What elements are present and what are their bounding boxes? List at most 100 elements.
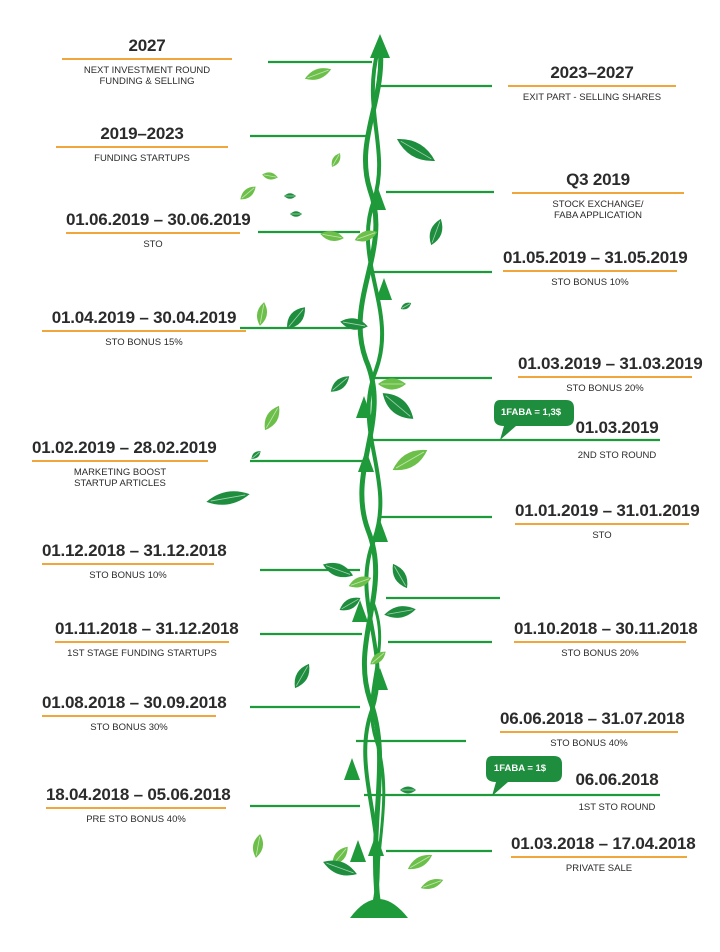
sprout-leaf xyxy=(350,840,366,862)
leaf-vein xyxy=(288,309,304,327)
leaf-vein xyxy=(307,69,329,79)
milestone-rule xyxy=(56,146,228,148)
milestone-nov-dec-2018: 01.11.2018 – 31.12.2018 1ST STAGE FUNDIN… xyxy=(55,619,239,659)
milestone-rule xyxy=(42,563,214,565)
sprout-leaf xyxy=(368,834,384,856)
milestone-description: MARKETING BOOST STARTUP ARTICLES xyxy=(73,467,167,489)
milestone-description: 1ST STO ROUND xyxy=(578,802,656,813)
vine-tip xyxy=(370,34,390,58)
sprout-leaf xyxy=(376,278,392,300)
leaf-vein xyxy=(410,856,430,868)
sprout-leaf xyxy=(352,600,368,622)
sprout-leaf xyxy=(358,450,374,472)
milestone-description: STO BONUS 30% xyxy=(90,722,168,733)
vine-leaf xyxy=(340,318,368,330)
milestone-description: STOCK EXCHANGE/ FABA APPLICATION xyxy=(552,199,644,221)
milestone-date: 2019–2023 xyxy=(100,124,184,143)
milestone-date: 01.10.2018 – 30.11.2018 xyxy=(514,619,698,638)
vine-leaf xyxy=(294,663,310,689)
leaf-vein xyxy=(385,395,411,417)
milestone-description: PRIVATE SALE xyxy=(565,863,633,874)
vine-leaf xyxy=(420,878,444,890)
leaf-vein xyxy=(263,174,277,178)
milestone-date: 01.03.2019 – 31.03.2019 xyxy=(518,354,703,373)
milestone-rule xyxy=(62,58,232,60)
milestone-date: 01.03.2019 xyxy=(575,418,659,437)
leaf-vein xyxy=(350,578,370,586)
milestone-jun-2019: 01.06.2019 – 30.06.2019 STO xyxy=(66,210,251,250)
leaf-vein xyxy=(210,494,246,502)
milestone-apr-2019: 01.04.2019 – 30.04.2019 STO BONUS 15% xyxy=(42,308,246,348)
vine-leaf xyxy=(256,302,268,326)
leaf-vein xyxy=(371,652,385,664)
vine-leaf xyxy=(407,854,433,870)
leaf-vein xyxy=(422,880,442,888)
milestone-description: EXIT PART - SELLING SHARES xyxy=(522,92,662,103)
vine-leaf xyxy=(284,193,296,199)
leaf-vein xyxy=(252,451,260,459)
ground-mound xyxy=(350,899,408,918)
price-bubble-shape xyxy=(486,756,562,796)
vine-leaf xyxy=(400,302,412,310)
leaf-vein xyxy=(342,321,366,327)
leaf-vein xyxy=(326,862,354,874)
milestone-rule xyxy=(503,270,677,272)
vine-leaf xyxy=(339,597,361,611)
milestone-rule xyxy=(508,85,676,87)
sprout-leaf xyxy=(370,188,386,210)
leaf-vein xyxy=(341,598,359,610)
milestone-oct-nov-2018: 01.10.2018 – 30.11.2018 STO BONUS 20% xyxy=(514,619,698,659)
vine-leaf xyxy=(331,153,341,167)
milestone-date: 01.04.2019 – 30.04.2019 xyxy=(51,308,237,327)
milestone-mar-2019: 01.03.2019 – 31.03.2019 STO BONUS 20% xyxy=(518,354,703,394)
milestone-date: 06.06.2018 xyxy=(575,770,659,789)
milestone-date: 18.04.2018 – 05.06.2018 xyxy=(46,785,231,804)
milestone-date: 06.06.2018 – 31.07.2018 xyxy=(500,709,685,728)
milestone-date: 01.05.2019 – 31.05.2019 xyxy=(503,248,688,267)
milestone-rule xyxy=(514,641,686,643)
milestone-date: 01.08.2018 – 30.09.2018 xyxy=(42,693,227,712)
leaf-vein xyxy=(394,566,406,586)
milestone-description: 1ST STAGE FUNDING STARTUPS xyxy=(67,648,217,659)
milestone-may-2019: 01.05.2019 – 31.05.2019 STO BONUS 10% xyxy=(503,248,688,288)
milestone-rule xyxy=(511,856,687,858)
vine-leaf xyxy=(384,606,416,618)
leaf-vein xyxy=(356,232,376,240)
vine-leaf xyxy=(348,576,372,588)
leaf-vein xyxy=(395,451,425,469)
milestone-jun-jul-2018: 06.06.2018 – 31.07.2018 STO BONUS 40% xyxy=(500,709,685,749)
price-bubble-first-round: 1FABA = 1$ xyxy=(493,763,547,774)
milestone-aug-sep-2018: 01.08.2018 – 30.09.2018 STO BONUS 30% xyxy=(42,693,227,733)
vine-leaf xyxy=(396,138,436,162)
milestone-rule xyxy=(500,731,678,733)
milestone-rule xyxy=(515,523,689,525)
vine-stem-main xyxy=(357,42,384,908)
milestone-date: 01.11.2018 – 31.12.2018 xyxy=(55,619,239,638)
vine-leaf xyxy=(323,860,357,876)
milestone-2nd-sto-round: 01.03.2019 2ND STO ROUND xyxy=(570,418,664,461)
milestone-2023-2027: 2023–2027 EXIT PART - SELLING SHARES xyxy=(508,63,676,103)
milestone-q3-2019: Q3 2019 STOCK EXCHANGE/ FABA APPLICATION xyxy=(512,170,684,221)
vine-leaf xyxy=(290,211,302,217)
milestone-description: STO BONUS 15% xyxy=(105,337,183,348)
milestone-mar-apr-2018: 01.03.2018 – 17.04.2018 PRIVATE SALE xyxy=(511,834,696,874)
leaf-vein xyxy=(241,187,255,199)
milestone-dec-2018: 01.12.2018 – 31.12.2018 STO BONUS 10% xyxy=(42,541,227,581)
price-bubble-second-round: 1FABA = 1,3$ xyxy=(500,407,562,418)
sprout-leaf xyxy=(356,396,372,418)
leaf-vein xyxy=(332,377,348,391)
milestone-2027: 2027 NEXT INVESTMENT ROUND FUNDING & SEL… xyxy=(62,36,232,87)
milestone-1st-sto-round: 06.06.2018 1ST STO ROUND xyxy=(570,770,664,813)
milestone-description: 2ND STO ROUND xyxy=(577,450,657,461)
milestone-rule xyxy=(46,807,226,809)
price-bubble-shape xyxy=(494,400,574,440)
milestone-description: STO BONUS 40% xyxy=(550,738,628,749)
milestone-2019-2023: 2019–2023 FUNDING STARTUPS xyxy=(56,124,228,164)
milestone-date: 2027 xyxy=(128,36,166,55)
sprout-leaf xyxy=(372,668,388,690)
vine-leaf xyxy=(354,230,378,242)
milestone-description: STO BONUS 10% xyxy=(89,570,167,581)
vine-leaf xyxy=(392,449,428,471)
